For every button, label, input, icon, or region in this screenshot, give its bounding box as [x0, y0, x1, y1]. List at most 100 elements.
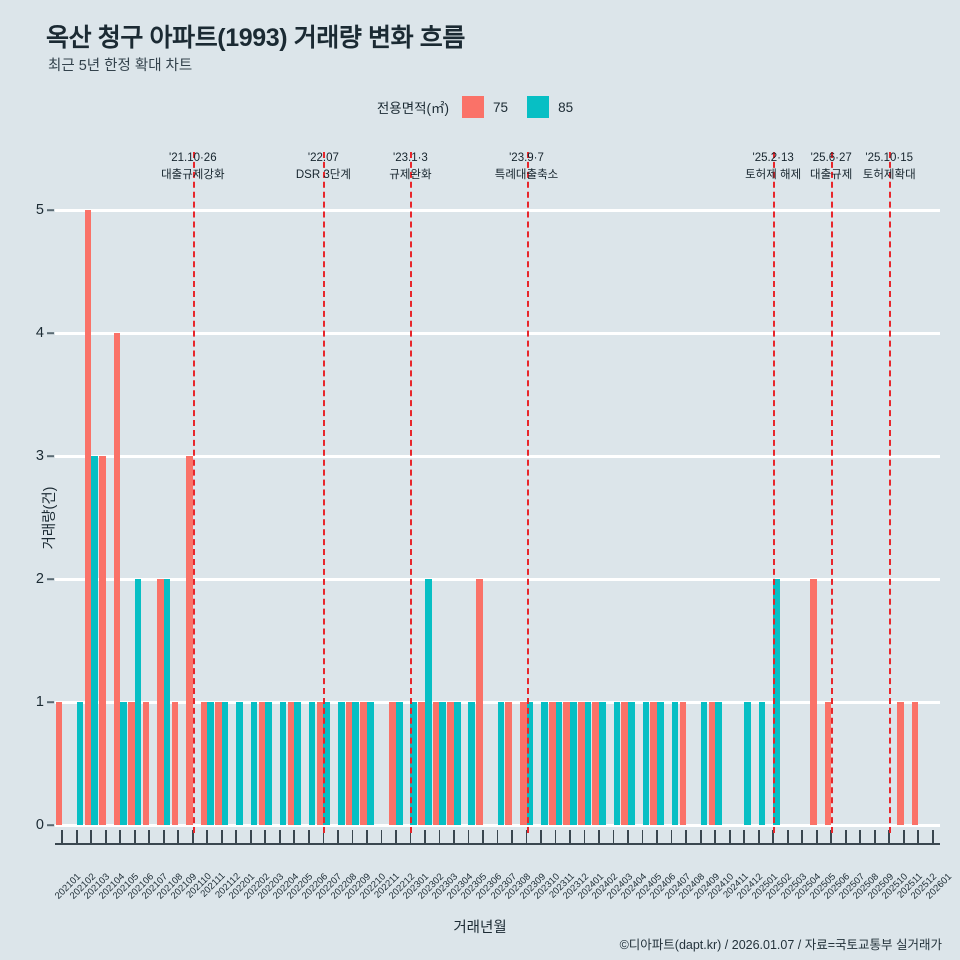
y-tick-mark: [47, 332, 54, 334]
legend-label-85: 85: [558, 99, 574, 115]
x-tick-mark: [133, 830, 136, 843]
chart-bar: [570, 702, 577, 825]
chart-bar: [592, 702, 600, 825]
chart-bar: [679, 702, 687, 825]
annotation-line: [526, 152, 529, 833]
y-tick-label: 3: [35, 448, 44, 464]
chart-bar: [207, 702, 214, 825]
chart-bar: [142, 702, 150, 825]
annotation-event: 규제완화: [389, 169, 432, 181]
gridline: [55, 823, 940, 827]
legend-label-75: 75: [493, 99, 509, 115]
x-tick-mark: [75, 830, 78, 843]
annotation-line: [410, 152, 413, 833]
annotation-date: '25.10·15: [865, 152, 914, 164]
x-tick-mark: [249, 830, 252, 843]
chart-bar: [628, 702, 635, 825]
chart-bar: [352, 702, 359, 825]
annotation-line: [192, 152, 195, 833]
x-tick-mark: [482, 830, 484, 843]
chart-bar: [163, 579, 171, 825]
x-tick-mark: [685, 830, 687, 843]
x-tick-mark: [453, 830, 455, 843]
chart-bar: [911, 702, 919, 825]
chart-bar: [215, 702, 222, 825]
chart-bar: [186, 456, 193, 825]
chart-bar: [577, 702, 585, 825]
chart-bar: [128, 702, 135, 825]
chart-bar: [584, 702, 592, 825]
x-tick-mark: [278, 830, 281, 843]
x-tick-mark: [902, 830, 905, 843]
legend-swatch-85: [527, 96, 550, 118]
gridline: [55, 208, 940, 212]
plot-area: [55, 208, 940, 827]
x-tick-mark: [888, 830, 891, 843]
chart-bar: [91, 456, 98, 825]
chart-bar: [345, 702, 353, 825]
x-tick-mark: [61, 830, 64, 843]
chart-bar: [279, 702, 287, 825]
chart-bar: [548, 702, 556, 825]
chart-bar: [476, 579, 483, 825]
chart-bar: [824, 702, 832, 825]
x-tick-mark: [757, 830, 760, 843]
chart-plot: 거래량(건) 0 1 2 3 4 5 202101 202102 202103 202104 202…: [36, 152, 954, 902]
x-tick-mark: [873, 830, 876, 843]
x-tick-mark: [815, 830, 818, 843]
chart-bar: [650, 702, 658, 825]
chart-bar: [113, 333, 121, 825]
chart-bar: [708, 702, 716, 825]
chart-bar: [715, 702, 722, 825]
x-tick-mark: [525, 830, 528, 843]
y-tick-label: 2: [35, 571, 44, 587]
chart-bar: [810, 579, 817, 825]
chart-bar: [395, 702, 403, 825]
chart-bar: [621, 702, 629, 825]
y-tick-mark: [47, 578, 54, 580]
x-tick-mark: [337, 830, 339, 843]
x-tick-mark: [177, 830, 180, 843]
x-tick-mark: [119, 830, 122, 843]
x-tick-mark: [627, 830, 629, 843]
x-tick-mark: [844, 830, 847, 843]
x-tick-mark: [424, 830, 426, 843]
x-tick-mark: [583, 830, 586, 843]
y-tick-label: 5: [35, 202, 44, 218]
annotation-label: '21.10·26 대출규제강화: [161, 152, 224, 182]
x-tick-mark: [801, 830, 804, 843]
annotation-label: '25.2·13 토허제 해제: [745, 152, 801, 182]
x-tick-mark: [322, 830, 325, 843]
x-tick-mark: [235, 830, 238, 843]
annotation-label: '23.9·7 특례대출축소: [495, 152, 558, 182]
annotation-label: '22.07 DSR 3단계: [296, 152, 351, 182]
x-tick-mark: [699, 830, 702, 843]
chart-bar: [700, 702, 708, 825]
chart-bar: [366, 702, 374, 825]
chart-bar: [287, 702, 295, 825]
chart-subtitle: 최근 5년 한정 확대 차트: [48, 58, 193, 74]
chart-footer: ©디아파트(dapt.kr) / 2026.01.07 / 자료=국토교통부 실…: [619, 938, 942, 952]
y-tick-label: 4: [35, 325, 44, 341]
annotation-date: '22.07: [307, 152, 339, 164]
annotation-event: DSR 3단계: [295, 169, 351, 181]
annotation-event: 대출규제: [810, 169, 853, 181]
chart-bar: [758, 702, 766, 825]
chart-bar: [505, 702, 512, 825]
x-tick-mark: [670, 830, 673, 843]
x-tick-mark: [554, 830, 557, 843]
chart-bar: [424, 579, 432, 825]
y-tick-label: 1: [35, 694, 44, 710]
chart-bar: [99, 456, 106, 825]
annotation-date: '25.6·27: [810, 152, 852, 164]
chart-bar: [171, 702, 179, 825]
annotation-event: 토허제확대: [862, 169, 916, 181]
chart-bar: [236, 702, 243, 825]
gridline: [55, 577, 940, 581]
chart-bar: [360, 702, 367, 825]
x-tick-mark: [409, 830, 412, 843]
x-tick-mark: [351, 830, 354, 843]
y-tick-mark: [47, 209, 54, 211]
y-tick-mark: [47, 824, 54, 826]
x-tick-mark: [104, 830, 107, 843]
